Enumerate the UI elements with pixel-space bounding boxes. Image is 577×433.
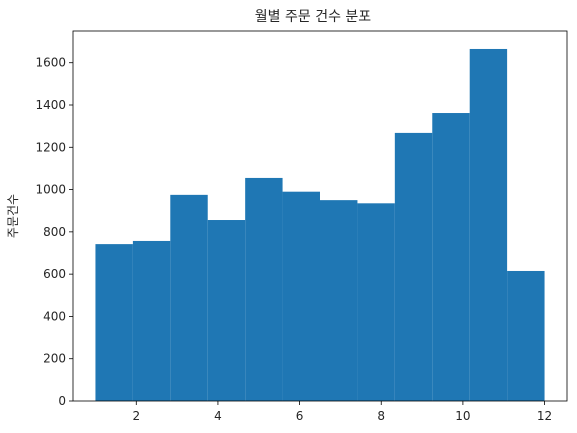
y-tick-label: 1600 — [35, 56, 66, 70]
x-tick-label: 2 — [132, 409, 140, 423]
y-tick-label: 1200 — [35, 140, 66, 154]
chart-title: 월별 주문 건수 분포 — [255, 9, 372, 25]
y-tick-label: 200 — [43, 352, 66, 366]
histogram-bar-3 — [170, 194, 208, 401]
histogram-bar-1 — [95, 244, 133, 401]
y-tick-label: 800 — [43, 225, 66, 239]
y-tick-label: 1400 — [35, 98, 66, 112]
histogram-bar-8 — [357, 203, 395, 401]
y-tick-label: 1000 — [35, 183, 66, 197]
x-axis-ticks: 2 4 6 8 10 12 — [132, 401, 552, 423]
histogram-bar-11 — [469, 48, 508, 401]
y-axis-label: 주문건수 — [6, 194, 20, 238]
histogram-bar-9 — [394, 132, 433, 401]
y-tick-label: 600 — [43, 267, 66, 281]
y-axis-ticks: 0 200 400 600 800 1000 1200 1400 1600 — [35, 56, 73, 408]
x-tick-label: 4 — [214, 409, 222, 423]
x-tick-label: 6 — [296, 409, 304, 423]
histogram-bar-12 — [507, 270, 545, 401]
x-tick-label: 10 — [455, 409, 470, 423]
plot-frame — [72, 30, 568, 402]
histogram-bar-6 — [282, 191, 320, 401]
histogram-bar-4 — [207, 220, 246, 401]
x-tick-label: 12 — [537, 409, 552, 423]
y-tick-label: 0 — [58, 394, 66, 408]
histogram-bar-7 — [320, 200, 358, 401]
histogram-bar-2 — [132, 240, 171, 401]
histogram-bar-5 — [245, 177, 283, 401]
x-tick-label: 8 — [377, 409, 385, 423]
bars-group — [95, 48, 545, 401]
y-tick-label: 400 — [43, 309, 66, 323]
histogram-bar-10 — [432, 113, 470, 401]
